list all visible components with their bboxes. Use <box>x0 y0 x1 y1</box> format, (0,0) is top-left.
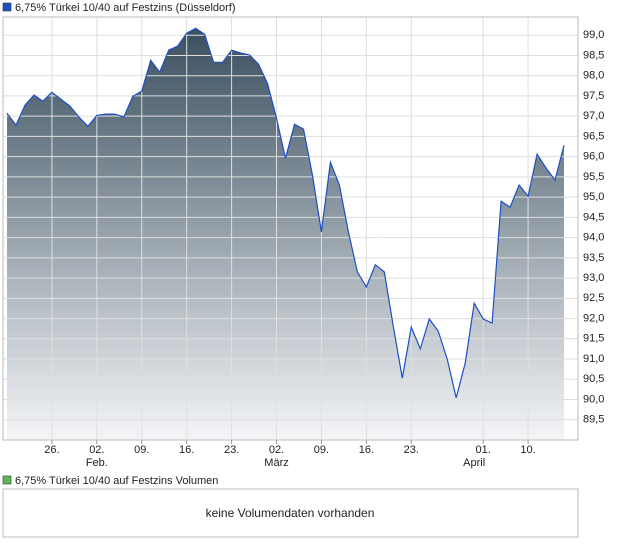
x-tick-label: 16. <box>179 444 194 456</box>
y-tick-label: 99,0 <box>583 29 604 41</box>
y-tick-label: 92,0 <box>583 312 604 324</box>
volume-message: keine Volumendaten vorhanden <box>206 506 375 520</box>
x-tick-label: 23. <box>404 444 419 456</box>
y-tick-label: 97,5 <box>583 90 604 102</box>
y-tick-label: 98,5 <box>583 49 604 61</box>
x-tick-label: 02. <box>89 444 104 456</box>
y-tick-label: 91,5 <box>583 333 604 345</box>
y-tick-label: 91,0 <box>583 353 604 365</box>
x-tick-label: 23. <box>224 444 239 456</box>
plot-border <box>2 16 579 441</box>
x-month-label: Feb. <box>86 457 108 469</box>
volume-panel <box>2 488 579 538</box>
y-tick-label: 92,5 <box>583 292 604 304</box>
legend-swatch <box>2 475 12 485</box>
legend-swatch <box>2 2 12 12</box>
x-tick-label: 26. <box>44 444 59 456</box>
y-tick-label: 93,5 <box>583 252 604 264</box>
line <box>6 27 565 399</box>
x-tick-label: 02. <box>269 444 284 456</box>
x-tick-label: 16. <box>359 444 374 456</box>
y-tick-label: 97,0 <box>583 110 604 122</box>
volume-legend: 6,75% Türkei 10/40 auf Festzins Volumen <box>15 475 218 487</box>
y-tick-label: 90,5 <box>583 373 604 385</box>
y-tick-label: 96,5 <box>583 130 604 142</box>
y-tick-label: 94,5 <box>583 211 604 223</box>
y-tick-label: 98,0 <box>583 70 604 82</box>
x-tick-label: 09. <box>134 444 149 456</box>
y-tick-label: 93,0 <box>583 272 604 284</box>
x-month-label: März <box>264 457 288 469</box>
x-tick-label: 10. <box>520 444 535 456</box>
y-tick-label: 95,0 <box>583 191 604 203</box>
x-month-label: April <box>463 457 485 469</box>
watermark: CK <box>360 226 392 251</box>
x-tick-label: 09. <box>314 444 329 456</box>
y-tick-label: 95,5 <box>583 171 604 183</box>
y-tick-label: 94,0 <box>583 232 604 244</box>
legend-label: 6,75% Türkei 10/40 auf Festzins (Düsseld… <box>15 2 236 14</box>
area <box>7 28 565 441</box>
y-tick-label: 89,5 <box>583 414 604 426</box>
y-tick-label: 96,0 <box>583 151 604 163</box>
y-tick-label: 90,0 <box>583 393 604 405</box>
x-tick-label: 01. <box>476 444 491 456</box>
